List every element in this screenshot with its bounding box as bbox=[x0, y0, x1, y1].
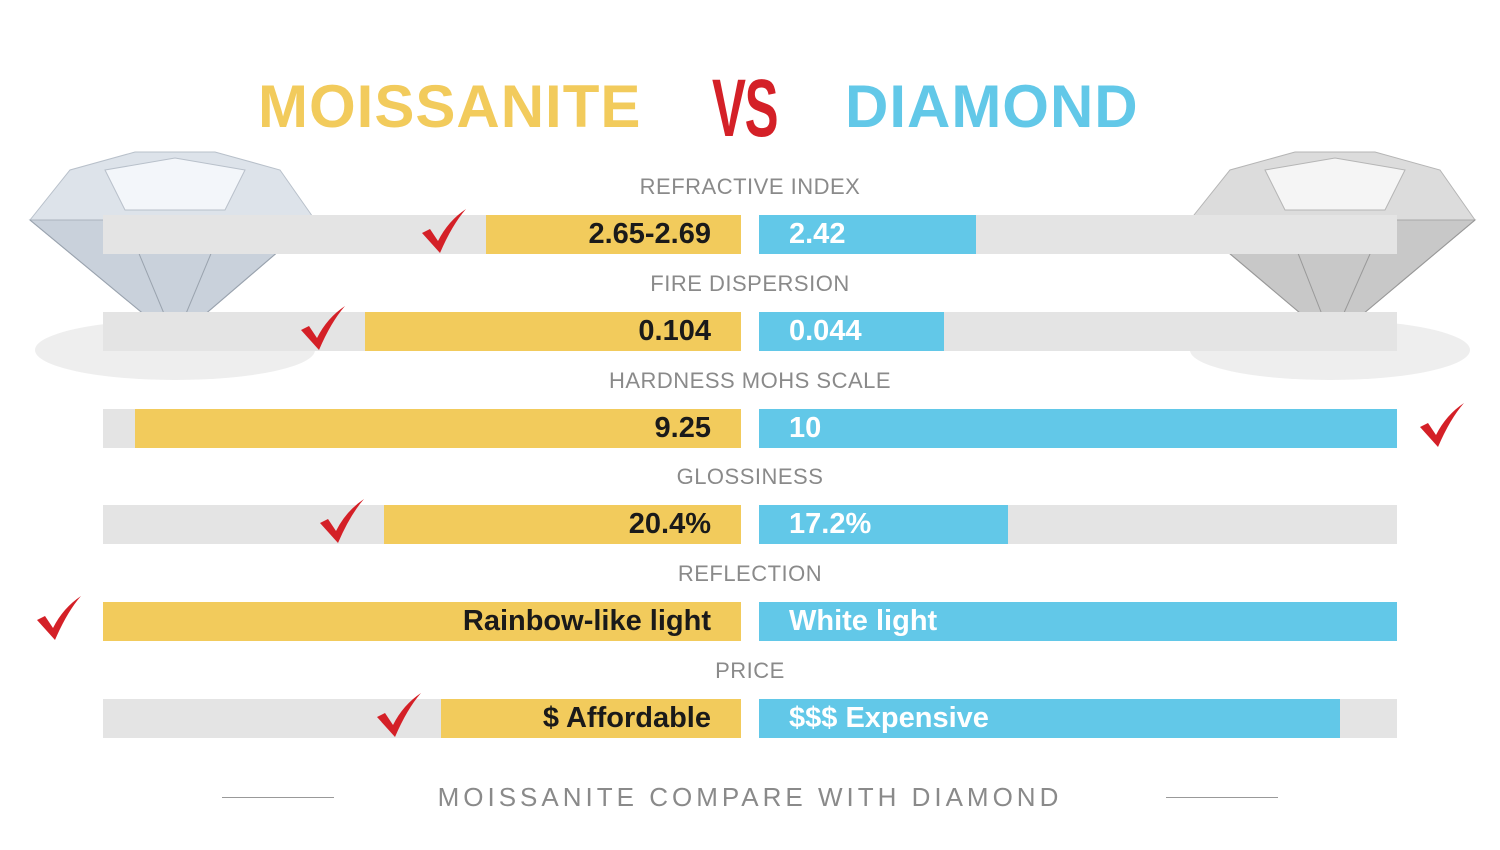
moissanite-bar: Rainbow-like light bbox=[103, 602, 741, 642]
metric-label: PRICE bbox=[715, 658, 785, 683]
diamond-bar: 2.42 bbox=[759, 215, 976, 254]
diamond-bar: 0.044 bbox=[759, 311, 945, 351]
diamond-bar: 10 bbox=[759, 408, 1397, 448]
diamond-title: DIAMOND bbox=[845, 73, 1139, 140]
metric-label: REFRACTIVE INDEX bbox=[639, 174, 861, 199]
metric-label: HARDNESS MOHS SCALE bbox=[608, 367, 892, 393]
moissanite-bar: $ Affordable bbox=[441, 699, 741, 738]
diamond-bar: 17.2% bbox=[759, 505, 1008, 545]
checkmark-icon bbox=[421, 209, 466, 253]
moissanite-bar: 2.65-2.69 bbox=[485, 215, 741, 254]
diamond-bar: White light bbox=[759, 602, 1397, 642]
moissanite-bar: 20.4% bbox=[383, 505, 741, 545]
checkmark-icon bbox=[1420, 402, 1464, 447]
diamond-bar: $$$ Expensive bbox=[759, 699, 1340, 738]
metric-label: GLOSSINESS bbox=[676, 464, 824, 490]
moissanite-bar: 0.104 bbox=[364, 311, 741, 351]
checkmark-icon bbox=[300, 305, 345, 350]
footer-caption: MOISSANITE COMPARE WITH DIAMOND bbox=[437, 782, 1063, 812]
moissanite-bar: 9.25 bbox=[134, 408, 741, 448]
vs-label: VS bbox=[712, 63, 779, 154]
checkmark-icon bbox=[377, 693, 422, 737]
metric-label: FIRE DISPERSION bbox=[650, 270, 850, 296]
checkmark-icon bbox=[319, 499, 364, 544]
footer-divider-right bbox=[1166, 797, 1278, 798]
checkmark-icon bbox=[37, 596, 81, 641]
metric-label: REFLECTION bbox=[677, 561, 823, 587]
footer-divider-left bbox=[222, 797, 334, 798]
moissanite-title: MOISSANITE bbox=[258, 73, 642, 140]
